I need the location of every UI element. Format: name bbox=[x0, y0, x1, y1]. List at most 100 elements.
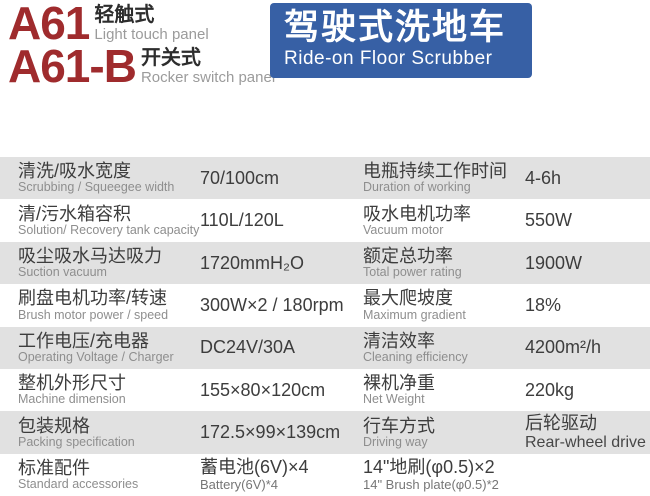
spec-label-left: 刷盘电机功率/转速 Brush motor power / speed bbox=[0, 288, 200, 322]
spec-label-left: 工作电压/充电器 Operating Voltage / Charger bbox=[0, 331, 200, 365]
spec-label-right: 裸机净重 Net Weight bbox=[363, 373, 525, 407]
spec-label-en: Brush motor power / speed bbox=[18, 307, 169, 322]
spec-value: 172.5×99×139cm bbox=[200, 422, 341, 443]
spec-label-left: 吸尘吸水马达吸力 Suction vacuum bbox=[0, 246, 200, 280]
spec-row: 清/污水箱容积 Solution/ Recovery tank capacity… bbox=[0, 199, 650, 241]
model-code: A61-B bbox=[8, 40, 137, 93]
spec-label-en: Suction vacuum bbox=[18, 265, 107, 280]
spec-label-cn: 清洁效率 bbox=[363, 330, 435, 351]
spec-value-sub: Battery(6V)*4 bbox=[200, 477, 279, 493]
model-code: A61 bbox=[8, 0, 90, 49]
spec-value-right: 后轮驱动 Rear-wheel drive bbox=[525, 413, 650, 451]
spec-row: 清洗/吸水宽度 Scrubbing / Squeegee width 70/10… bbox=[0, 157, 650, 200]
spec-label-right: 额定总功率 Total power rating bbox=[363, 246, 525, 280]
spec-label-cn: 电瓶持续工作时间 bbox=[363, 161, 507, 182]
spec-table: 清洗/吸水宽度 Scrubbing / Squeegee width 70/10… bbox=[0, 157, 650, 496]
spec-value-right: 1900W bbox=[525, 253, 650, 274]
spec-row: 吸尘吸水马达吸力 Suction vacuum 1720mmH₂O 额定总功率 … bbox=[0, 241, 650, 285]
panel-name-cn: 轻触式 bbox=[94, 4, 155, 26]
spec-label-cn: 包装规格 bbox=[18, 415, 90, 436]
spec-label-en: Maximum gradient bbox=[363, 307, 466, 322]
spec-label-right: 吸水电机功率 Vacuum motor bbox=[363, 204, 525, 238]
spec-label-cn: 工作电压/充电器 bbox=[18, 330, 150, 351]
spec-value-left: 155×80×120cm bbox=[200, 380, 363, 401]
spec-value: 后轮驱动 bbox=[525, 413, 597, 434]
spec-value-right: 4200m²/h bbox=[525, 337, 650, 358]
spec-label-en: Operating Voltage / Charger bbox=[18, 349, 174, 364]
spec-value: 14"地刷(φ0.5)×2 bbox=[363, 457, 495, 478]
spec-value-left: 110L/120L bbox=[200, 210, 363, 231]
spec-value: 蓄电池(6V)×4 bbox=[200, 457, 309, 478]
spec-value: 220kg bbox=[525, 379, 575, 400]
spec-value: 4200m²/h bbox=[525, 337, 602, 358]
panel-name-en: Light touch panel bbox=[94, 26, 209, 43]
spec-value-right: 4-6h bbox=[525, 168, 650, 189]
spec-label-cn: 整机外形尺寸 bbox=[18, 373, 126, 394]
spec-value: 4-6h bbox=[525, 167, 562, 188]
spec-row: 刷盘电机功率/转速 Brush motor power / speed 300W… bbox=[0, 284, 650, 326]
spec-row: 包装规格 Packing specification 172.5×99×139c… bbox=[0, 411, 650, 454]
spec-label-en: Net Weight bbox=[363, 392, 425, 407]
spec-value-right: 550W bbox=[525, 210, 650, 231]
product-title-en: Ride-on Floor Scrubber bbox=[284, 47, 493, 69]
model-a61: A61 轻触式 Light touch panel bbox=[8, 0, 275, 49]
model-panel: 开关式 Rocker switch panel bbox=[140, 45, 276, 87]
spec-value: DC24V/30A bbox=[200, 337, 296, 358]
spec-label-cn: 吸尘吸水马达吸力 bbox=[18, 246, 162, 267]
spec-label-left: 包装规格 Packing specification bbox=[0, 416, 200, 450]
spec-row: 整机外形尺寸 Machine dimension 155×80×120cm 裸机… bbox=[0, 369, 650, 411]
spec-label-en: Duration of working bbox=[363, 180, 471, 195]
spec-label-cn: 清洗/吸水宽度 bbox=[18, 161, 132, 182]
spec-value: 550W bbox=[525, 210, 573, 231]
spec-label-en: Cleaning efficiency bbox=[363, 349, 468, 364]
spec-value-left: 1720mmH₂O bbox=[200, 253, 363, 274]
spec-label-cn: 最大爬坡度 bbox=[363, 288, 453, 309]
product-banner: 驾驶式洗地车 Ride-on Floor Scrubber bbox=[270, 3, 532, 78]
spec-label-right: 最大爬坡度 Maximum gradient bbox=[363, 288, 525, 322]
spec-label-en: Driving way bbox=[363, 434, 428, 449]
spec-label-left: 清/污水箱容积 Solution/ Recovery tank capacity bbox=[0, 204, 200, 238]
product-title-cn: 驾驶式洗地车 bbox=[284, 8, 507, 47]
spec-value-right: 14"地刷(φ0.5)×2 14" Brush plate(φ0.5)*2 bbox=[363, 457, 525, 492]
spec-value: 18% bbox=[525, 295, 562, 316]
spec-label-en: Standard accessories bbox=[18, 477, 139, 492]
spec-label-left: 清洗/吸水宽度 Scrubbing / Squeegee width bbox=[0, 161, 200, 195]
spec-value: 110L/120L bbox=[200, 210, 284, 231]
spec-label-en: Vacuum motor bbox=[363, 222, 444, 237]
spec-row: 工作电压/充电器 Operating Voltage / Charger DC2… bbox=[0, 326, 650, 369]
spec-value: 70/100cm bbox=[200, 167, 280, 188]
spec-value: 1720mmH₂O bbox=[200, 252, 305, 273]
spec-label-cn: 吸水电机功率 bbox=[363, 203, 471, 224]
spec-label-cn: 额定总功率 bbox=[363, 246, 453, 267]
spec-label-cn: 裸机净重 bbox=[363, 373, 435, 394]
spec-value: 1900W bbox=[525, 252, 583, 273]
spec-value-right: 220kg bbox=[525, 380, 650, 401]
spec-label-en: Solution/ Recovery tank capacity bbox=[18, 222, 200, 237]
spec-row: 标准配件 Standard accessories 蓄电池(6V)×4 Batt… bbox=[0, 454, 650, 496]
header-models: A61 轻触式 Light touch panel A61-B 开关式 Rock… bbox=[8, 0, 276, 93]
model-a61b: A61-B 开关式 Rocker switch panel bbox=[8, 40, 276, 93]
spec-label-cn: 刷盘电机功率/转速 bbox=[18, 288, 168, 309]
spec-label-left: 标准配件 Standard accessories bbox=[0, 458, 200, 492]
spec-label-en: Total power rating bbox=[363, 265, 462, 280]
spec-label-en: Scrubbing / Squeegee width bbox=[18, 180, 175, 195]
model-panel: 轻触式 Light touch panel bbox=[94, 2, 209, 44]
panel-name-cn: 开关式 bbox=[140, 47, 201, 70]
spec-value-right: 18% bbox=[525, 295, 650, 316]
spec-value-left: 蓄电池(6V)×4 Battery(6V)*4 bbox=[200, 457, 363, 492]
spec-value: 155×80×120cm bbox=[200, 379, 326, 400]
spec-value-left: 70/100cm bbox=[200, 168, 363, 189]
spec-value-sub: 14" Brush plate(φ0.5)*2 bbox=[363, 477, 499, 493]
spec-label-right: 电瓶持续工作时间 Duration of working bbox=[363, 161, 525, 195]
spec-value-sub: Rear-wheel drive bbox=[525, 434, 646, 452]
spec-value-left: 300W×2 / 180rpm bbox=[200, 295, 363, 316]
spec-label-cn: 清/污水箱容积 bbox=[18, 203, 132, 224]
spec-label-en: Machine dimension bbox=[18, 392, 126, 407]
panel-name-en: Rocker switch panel bbox=[140, 69, 276, 87]
spec-label-left: 整机外形尺寸 Machine dimension bbox=[0, 373, 200, 407]
spec-label-right: 清洁效率 Cleaning efficiency bbox=[363, 331, 525, 365]
spec-value-left: 172.5×99×139cm bbox=[200, 422, 363, 443]
spec-value: 300W×2 / 180rpm bbox=[200, 295, 344, 316]
spec-label-cn: 行车方式 bbox=[363, 415, 435, 436]
spec-value-left: DC24V/30A bbox=[200, 337, 363, 358]
